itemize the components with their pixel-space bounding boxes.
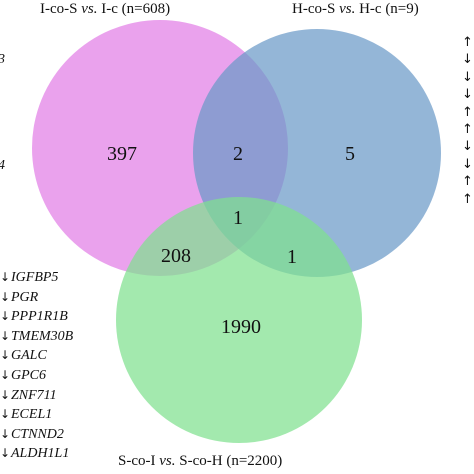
down-arrow-icon: ↓ bbox=[0, 387, 11, 402]
count-c-only: 1990 bbox=[221, 316, 261, 338]
gene-name: PPP1R1B bbox=[11, 309, 68, 325]
gene-row: ↓TMEM30B bbox=[0, 327, 73, 347]
set-c-circle bbox=[116, 197, 362, 443]
count-ab: 2 bbox=[233, 143, 243, 165]
gene-row: ↓IGFBP5 bbox=[0, 268, 73, 288]
down-arrow-icon: ↓ bbox=[0, 309, 11, 324]
count-ac: 208 bbox=[161, 245, 191, 267]
set-a-label-vs: vs. bbox=[81, 1, 98, 17]
gene-row: ↓PGR bbox=[0, 288, 73, 308]
count-b-only: 5 bbox=[345, 143, 355, 165]
left-fragment-2: 4 bbox=[0, 158, 5, 174]
gene-row: ↓PPP1R1B bbox=[0, 307, 73, 327]
up-arrow-icon: ↑ bbox=[462, 104, 473, 120]
gene-name: ECEL1 bbox=[11, 407, 53, 423]
down-arrow-icon: ↓ bbox=[0, 446, 11, 461]
up-arrow-icon: ↑ bbox=[462, 35, 473, 50]
set-b-label-vs: vs. bbox=[339, 1, 356, 17]
down-arrow-icon: ↓ bbox=[462, 156, 473, 172]
set-a-label-right: I-c (n=608) bbox=[97, 1, 171, 17]
gene-name: PGR bbox=[11, 289, 39, 305]
down-arrow-icon: ↓ bbox=[0, 270, 11, 284]
count-a-only: 397 bbox=[107, 143, 137, 165]
gene-name: TMEM30B bbox=[11, 328, 74, 344]
down-arrow-icon: ↓ bbox=[0, 348, 11, 363]
gene-row: ↓ALDH1L1 bbox=[0, 444, 73, 464]
set-b-label-right: H-c (n=9) bbox=[355, 1, 419, 17]
set-c-label-vs: vs. bbox=[159, 453, 176, 469]
gene-list: ↓IGFBP5 ↓PGR ↓PPP1R1B ↓TMEM30B ↓GALC ↓GPC6 ↓ZN… bbox=[0, 268, 73, 464]
up-arrow-icon: ↑ bbox=[462, 191, 473, 207]
set-c-label-left: S-co-I bbox=[118, 453, 160, 469]
gene-name: IGFBP5 bbox=[11, 270, 59, 285]
down-arrow-icon: ↓ bbox=[0, 407, 11, 422]
gene-row: ↓ZNF711 bbox=[0, 386, 73, 406]
set-c-label: S-co-I vs. S-co-H (n=2200) bbox=[118, 453, 282, 470]
gene-row: ↓ECEL1 bbox=[0, 405, 73, 425]
up-arrow-icon: ↑ bbox=[462, 174, 473, 190]
up-arrow-icon: ↑ bbox=[462, 121, 473, 137]
gene-name: GALC bbox=[11, 348, 47, 364]
right-arrow-column: ↑ ↓ ↓ ↓ ↑ ↑ ↓ ↓ ↑ ↑ bbox=[462, 34, 473, 208]
down-arrow-icon: ↓ bbox=[0, 426, 11, 441]
gene-name: ALDH1L1 bbox=[11, 446, 70, 462]
down-arrow-icon: ↓ bbox=[0, 289, 11, 304]
set-b-label-left: H-co-S bbox=[292, 1, 340, 17]
down-arrow-icon: ↓ bbox=[0, 328, 11, 343]
gene-row: ↓GALC bbox=[0, 346, 73, 366]
set-a-label-left: I-co-S bbox=[40, 1, 82, 17]
down-arrow-icon: ↓ bbox=[462, 87, 473, 103]
set-c-label-right: S-co-H (n=2200) bbox=[175, 453, 283, 469]
gene-name: CTNND2 bbox=[11, 426, 64, 442]
gene-row: ↓CTNND2 bbox=[0, 425, 73, 445]
down-arrow-icon: ↓ bbox=[0, 367, 11, 382]
gene-name: GPC6 bbox=[11, 367, 46, 383]
gene-row: ↓GPC6 bbox=[0, 366, 73, 386]
down-arrow-icon: ↓ bbox=[462, 52, 473, 68]
set-a-label: I-co-S vs. I-c (n=608) bbox=[40, 1, 170, 18]
down-arrow-icon: ↓ bbox=[462, 139, 473, 155]
count-bc: 1 bbox=[287, 246, 297, 268]
count-abc: 1 bbox=[233, 207, 243, 229]
left-fragment-1: 3 bbox=[0, 52, 5, 68]
gene-name: ZNF711 bbox=[11, 387, 57, 403]
set-b-label: H-co-S vs. H-c (n=9) bbox=[292, 1, 419, 18]
down-arrow-icon: ↓ bbox=[462, 69, 473, 85]
